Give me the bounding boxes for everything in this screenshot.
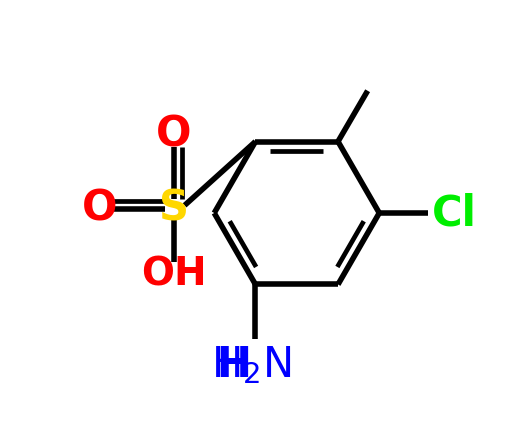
Text: OH: OH	[141, 255, 207, 294]
Text: $\mathsf{H_2N}$: $\mathsf{H_2N}$	[211, 344, 292, 386]
Text: O: O	[82, 188, 118, 230]
Text: H: H	[216, 344, 251, 386]
Text: S: S	[159, 188, 189, 230]
Text: O: O	[156, 114, 192, 156]
Text: Cl: Cl	[432, 192, 477, 234]
